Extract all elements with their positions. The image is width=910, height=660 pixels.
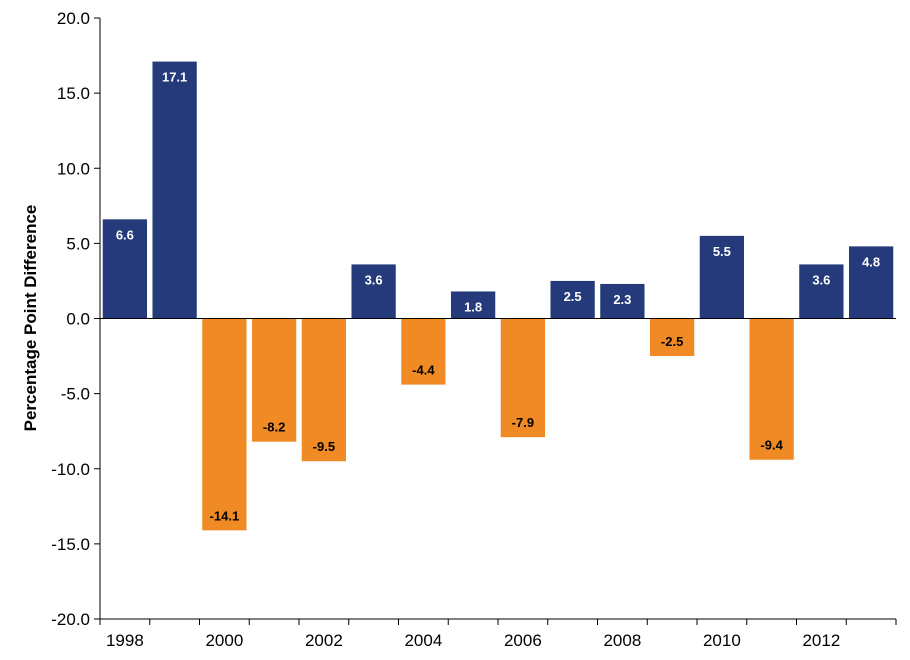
y-tick-label: 10.0: [57, 159, 90, 178]
y-tick-label: 20.0: [57, 9, 90, 28]
bar-2008: [600, 283, 645, 319]
data-label-2009: -2.5: [661, 334, 683, 349]
data-label-2007: 2.5: [564, 289, 582, 304]
y-tick-label: -20.0: [51, 610, 90, 629]
bar-2005: [450, 291, 496, 319]
data-label-2008: 2.3: [613, 292, 631, 307]
x-tick-label: 2000: [205, 631, 243, 650]
data-label-1999: 17.1: [162, 70, 187, 85]
y-tick-label: 0.0: [66, 310, 90, 329]
data-label-2003: 3.6: [365, 272, 383, 287]
bar-2010: [699, 235, 745, 319]
bar-2007: [550, 280, 595, 319]
data-label-2002: -9.5: [313, 439, 335, 454]
data-label-2000: -14.1: [210, 508, 240, 523]
y-tick-label: -5.0: [61, 385, 90, 404]
data-label-2005: 1.8: [464, 299, 482, 314]
bar-2011: [749, 318, 794, 460]
x-tick-label: 2006: [504, 631, 542, 650]
bar-2004: [401, 318, 446, 385]
y-axis-label: Percentage Point Difference: [21, 205, 40, 432]
x-tick-label: 2008: [603, 631, 641, 650]
data-label-2012: 3.6: [812, 272, 830, 287]
x-tick-label: 2010: [703, 631, 741, 650]
data-label-2010: 5.5: [713, 244, 731, 259]
bar-2013: [848, 246, 894, 319]
bar-2001: [251, 318, 297, 442]
x-tick-label: 1998: [106, 631, 144, 650]
bar-2003: [351, 264, 396, 319]
x-tick-label: 2004: [404, 631, 442, 650]
bar-2009: [649, 318, 695, 357]
x-tick-label: 2012: [802, 631, 840, 650]
data-label-1998: 6.6: [116, 227, 134, 242]
data-label-2011: -9.4: [760, 438, 783, 453]
y-tick-label: -15.0: [51, 535, 90, 554]
bar-2002: [301, 318, 347, 462]
data-label-2013: 4.8: [862, 254, 880, 269]
y-tick-label: -10.0: [51, 460, 90, 479]
bar-2006: [500, 318, 546, 438]
x-tick-label: 2002: [305, 631, 343, 650]
bar-2000: [202, 318, 247, 531]
y-tick-label: 15.0: [57, 84, 90, 103]
data-label-2004: -4.4: [412, 363, 435, 378]
data-label-2001: -8.2: [263, 420, 285, 435]
bar-1998: [102, 219, 148, 319]
y-tick-label: 5.0: [66, 234, 90, 253]
data-label-2006: -7.9: [512, 415, 534, 430]
bar-2012: [799, 264, 844, 319]
bar-1999: [152, 61, 197, 319]
